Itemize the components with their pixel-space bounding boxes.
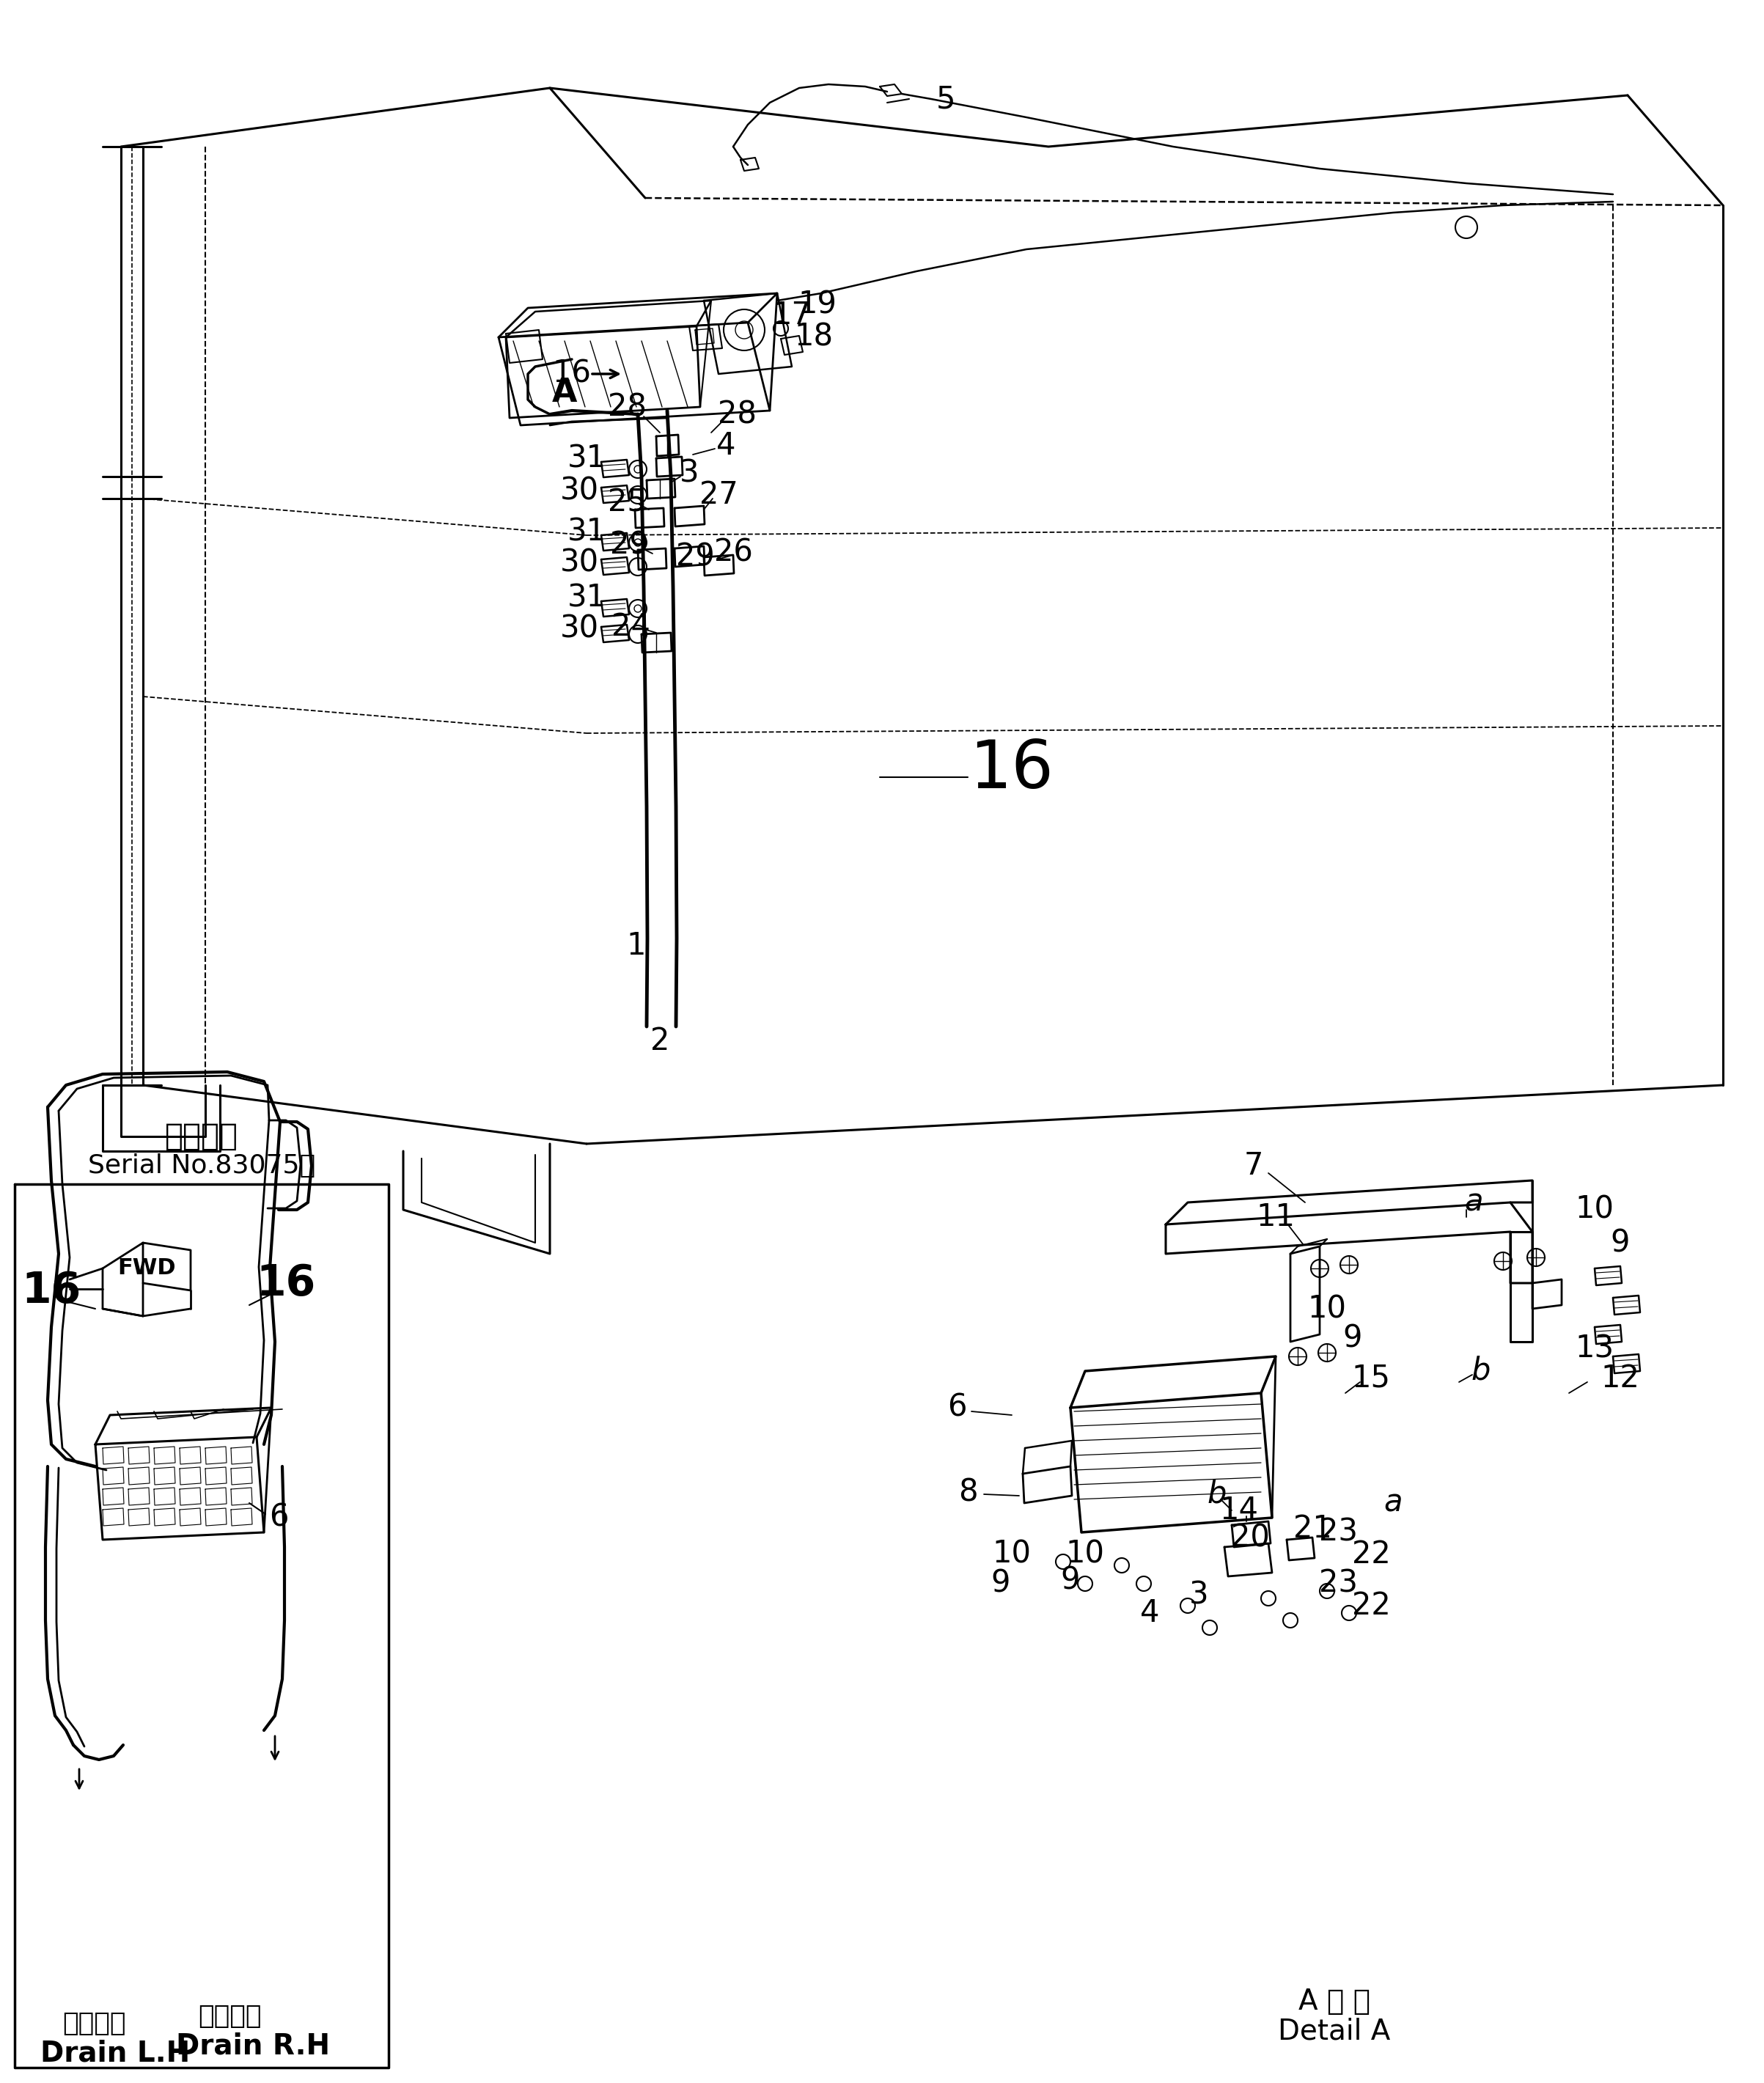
Text: 17: 17 bbox=[773, 300, 811, 331]
Text: 30: 30 bbox=[559, 475, 598, 506]
Text: Detail A: Detail A bbox=[1279, 2016, 1390, 2046]
Text: Serial No.83075～: Serial No.83075～ bbox=[88, 1154, 316, 1179]
Text: 7: 7 bbox=[1244, 1150, 1263, 1181]
Text: ドレン右: ドレン右 bbox=[198, 2004, 261, 2029]
Text: 21: 21 bbox=[1293, 1514, 1332, 1544]
Text: 5: 5 bbox=[937, 83, 956, 115]
Text: 9: 9 bbox=[1611, 1227, 1630, 1258]
Text: 10: 10 bbox=[1307, 1294, 1346, 1325]
Text: 23: 23 bbox=[1319, 1516, 1358, 1548]
Text: 10: 10 bbox=[993, 1539, 1032, 1571]
Text: 4: 4 bbox=[716, 431, 736, 460]
Text: a: a bbox=[1383, 1487, 1402, 1519]
Text: 28: 28 bbox=[607, 392, 646, 423]
Text: 16: 16 bbox=[552, 358, 591, 390]
Text: 18: 18 bbox=[794, 323, 833, 352]
Text: 30: 30 bbox=[559, 614, 598, 644]
Text: 6: 6 bbox=[268, 1502, 288, 1533]
Text: 27: 27 bbox=[699, 479, 737, 510]
Text: 9: 9 bbox=[1342, 1323, 1362, 1354]
Text: Drain L.H: Drain L.H bbox=[41, 2039, 191, 2066]
Text: 31: 31 bbox=[566, 583, 607, 614]
Text: 4: 4 bbox=[1140, 1598, 1159, 1629]
Text: Drain R.H: Drain R.H bbox=[176, 2031, 330, 2060]
Text: 9: 9 bbox=[991, 1568, 1011, 1600]
Text: ドレン左: ドレン左 bbox=[62, 2012, 125, 2035]
Text: 3: 3 bbox=[679, 458, 699, 487]
Text: 10: 10 bbox=[1065, 1539, 1104, 1571]
Text: 25: 25 bbox=[607, 487, 646, 519]
Text: 26: 26 bbox=[714, 537, 753, 567]
Text: 14: 14 bbox=[1219, 1496, 1258, 1525]
Text: 16: 16 bbox=[21, 1269, 81, 1312]
Text: 28: 28 bbox=[718, 398, 757, 429]
Text: FWD: FWD bbox=[118, 1258, 176, 1279]
Text: A: A bbox=[552, 377, 577, 408]
Text: 2: 2 bbox=[651, 1025, 670, 1056]
Text: 30: 30 bbox=[559, 548, 598, 579]
Text: 20: 20 bbox=[1231, 1523, 1270, 1554]
Text: a: a bbox=[1464, 1187, 1484, 1219]
Text: 8: 8 bbox=[958, 1477, 977, 1508]
Text: 10: 10 bbox=[1575, 1194, 1614, 1225]
Text: 24: 24 bbox=[610, 612, 649, 642]
Text: 11: 11 bbox=[1256, 1202, 1295, 1233]
Text: 12: 12 bbox=[1602, 1362, 1641, 1394]
Text: 9: 9 bbox=[1060, 1564, 1080, 1596]
Text: 19: 19 bbox=[797, 290, 836, 319]
Text: 23: 23 bbox=[1319, 1568, 1358, 1600]
Text: 29: 29 bbox=[610, 529, 649, 560]
Text: 1: 1 bbox=[626, 931, 646, 960]
Text: 31: 31 bbox=[566, 517, 607, 548]
Text: 適用号機: 適用号機 bbox=[166, 1121, 238, 1152]
Text: 16: 16 bbox=[256, 1262, 316, 1304]
Text: b: b bbox=[1471, 1356, 1491, 1387]
Text: 15: 15 bbox=[1351, 1362, 1390, 1394]
Text: 22: 22 bbox=[1351, 1539, 1390, 1571]
Text: 22: 22 bbox=[1351, 1589, 1390, 1621]
Text: 13: 13 bbox=[1575, 1333, 1614, 1364]
Text: A 詳 細: A 詳 細 bbox=[1298, 1987, 1371, 2016]
Text: 16: 16 bbox=[970, 737, 1053, 802]
Text: 29: 29 bbox=[676, 542, 714, 573]
Text: 3: 3 bbox=[1189, 1579, 1208, 1610]
Text: 31: 31 bbox=[566, 444, 607, 473]
Text: 6: 6 bbox=[947, 1391, 967, 1423]
Text: b: b bbox=[1207, 1479, 1226, 1510]
